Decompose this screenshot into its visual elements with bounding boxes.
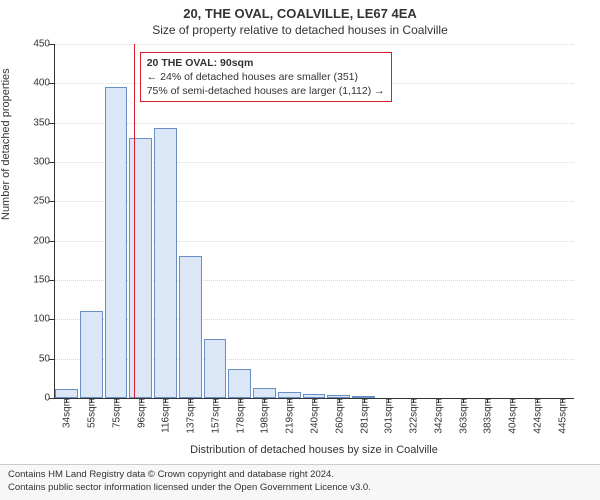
- ytick-label: 200: [33, 235, 54, 246]
- ytick-label: 100: [33, 314, 54, 325]
- xtick-label: 137sqm: [184, 398, 197, 434]
- xtick-label: 55sqm: [85, 398, 98, 428]
- histogram-bar: [228, 369, 251, 398]
- y-axis-label: Number of detached properties: [0, 68, 12, 220]
- gridline: [54, 123, 574, 124]
- annotation-line-larger: 75% of semi-detached houses are larger (…: [147, 84, 385, 98]
- ytick-label: 450: [33, 39, 54, 50]
- xtick-label: 404sqm: [506, 398, 519, 434]
- ytick-label: 0: [44, 393, 54, 404]
- xtick-label: 445sqm: [555, 398, 568, 434]
- histogram-bar: [80, 311, 103, 398]
- y-axis-line: [54, 44, 55, 398]
- ytick-label: 400: [33, 78, 54, 89]
- xtick-label: 363sqm: [456, 398, 469, 434]
- ytick-label: 50: [39, 353, 54, 364]
- attribution-footer: Contains HM Land Registry data © Crown c…: [0, 464, 600, 500]
- xtick-label: 260sqm: [332, 398, 345, 434]
- histogram-bar: [204, 339, 227, 398]
- xtick-label: 424sqm: [530, 398, 543, 434]
- xtick-label: 178sqm: [233, 398, 246, 434]
- xtick-label: 240sqm: [308, 398, 321, 434]
- property-marker-line: [134, 44, 135, 398]
- xtick-label: 383sqm: [481, 398, 494, 434]
- ytick-label: 300: [33, 157, 54, 168]
- histogram-bar: [179, 256, 202, 398]
- plot-area: 05010015020025030035040045034sqm55sqm75s…: [54, 44, 574, 398]
- footer-line-2: Contains public sector information licen…: [8, 482, 592, 494]
- ytick-label: 350: [33, 117, 54, 128]
- xtick-label: 342sqm: [431, 398, 444, 434]
- xtick-label: 301sqm: [382, 398, 395, 434]
- gridline: [54, 44, 574, 45]
- annotation-line-smaller: ← 24% of detached houses are smaller (35…: [147, 70, 385, 84]
- histogram-bar: [105, 87, 128, 398]
- xtick-label: 75sqm: [109, 398, 122, 428]
- xtick-label: 322sqm: [407, 398, 420, 434]
- footer-line-1: Contains HM Land Registry data © Crown c…: [8, 469, 592, 481]
- ytick-label: 150: [33, 275, 54, 286]
- xtick-label: 157sqm: [208, 398, 221, 434]
- histogram-bar: [154, 128, 177, 398]
- ytick-label: 250: [33, 196, 54, 207]
- xtick-label: 34sqm: [60, 398, 73, 428]
- x-axis-label: Distribution of detached houses by size …: [54, 444, 574, 456]
- histogram-bar: [129, 138, 152, 398]
- xtick-label: 198sqm: [258, 398, 271, 434]
- xtick-label: 219sqm: [283, 398, 296, 434]
- histogram-bar: [253, 388, 276, 398]
- xtick-label: 281sqm: [357, 398, 370, 434]
- annotation-title: 20 THE OVAL: 90sqm: [147, 56, 385, 70]
- histogram-bar: [55, 389, 78, 398]
- x-axis-line: [54, 398, 574, 399]
- xtick-label: 116sqm: [159, 398, 172, 433]
- chart-area: 0 50 100 150 200 250 300 350 400 450 34sqm 55sqm 75s…: [0, 0, 600, 500]
- annotation-box: 20 THE OVAL: 90sqm← 24% of detached hous…: [140, 52, 392, 103]
- xtick-label: 96sqm: [134, 398, 147, 428]
